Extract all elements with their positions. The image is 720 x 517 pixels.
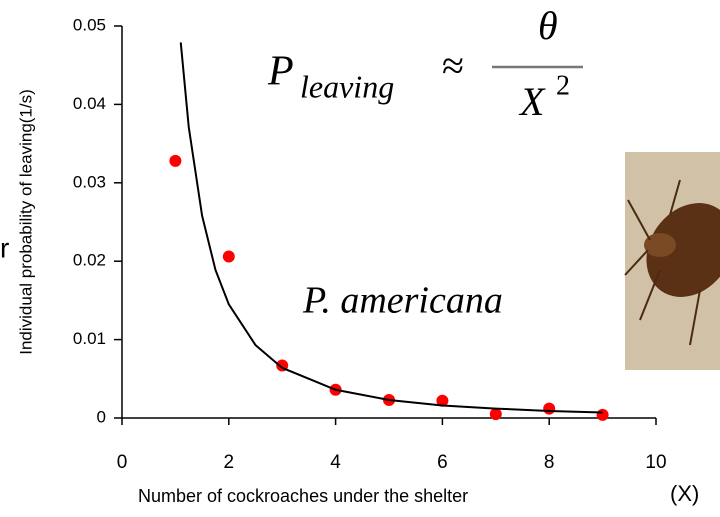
y-tick-label: 0.02 — [73, 251, 106, 270]
y-tick-label: 0.04 — [73, 94, 106, 113]
x-axis-label: Number of cockroaches under the shelter — [138, 486, 468, 506]
y-tick-label: 0.01 — [73, 329, 106, 348]
data-point — [169, 155, 181, 167]
y-tick-label: 0.03 — [73, 172, 106, 191]
y-tick-label: 0.05 — [73, 15, 106, 34]
data-point — [490, 408, 502, 420]
formula-sub: leaving — [300, 68, 394, 104]
photo — [625, 152, 720, 370]
x-tick-label: 0 — [117, 452, 128, 473]
formula-approx: ≈ — [442, 43, 464, 88]
data-point — [597, 409, 609, 421]
y-axis-label: Individual probability of leaving(1/s) — [16, 89, 35, 355]
data-point — [543, 403, 555, 415]
x-tick-label: 4 — [330, 452, 341, 473]
formula-numerator: θ — [538, 3, 558, 48]
cut-text: r — [0, 232, 9, 263]
chart: r Individual probability of leaving(1/s)… — [0, 0, 720, 517]
x-tick-label: 8 — [544, 452, 555, 473]
x-tick-label: 2 — [224, 452, 235, 473]
x-tick-label: 10 — [645, 452, 666, 473]
x-tick-label: 6 — [437, 452, 448, 473]
formula-lhs: P — [267, 49, 294, 95]
data-point — [223, 250, 235, 262]
formula: P leaving ≈ θ X 2 — [267, 3, 583, 124]
formula-denominator: X — [518, 79, 546, 124]
x-unit: (X) — [670, 481, 699, 506]
formula-exponent: 2 — [556, 70, 570, 101]
y-tick-label: 0 — [97, 407, 106, 426]
species-label: P. americana — [302, 280, 503, 322]
